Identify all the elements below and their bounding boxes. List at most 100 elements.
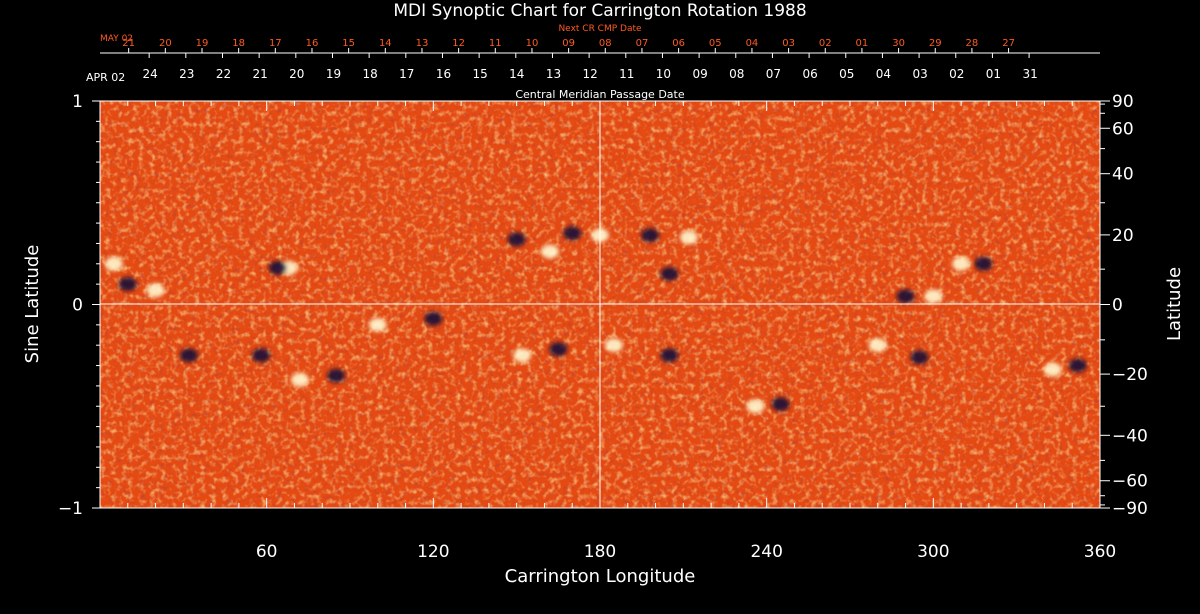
cmp-date-label: 15 bbox=[472, 67, 487, 81]
y-axis-left-label: Sine Latitude bbox=[22, 245, 43, 364]
positive-flux-region bbox=[368, 317, 387, 332]
positive-flux-region bbox=[104, 256, 123, 271]
y-axis-left: 1 0 −1 bbox=[58, 92, 100, 519]
negative-flux-region bbox=[179, 348, 198, 363]
cmp-date-label: 10 bbox=[656, 67, 671, 81]
cmp-date-label: 04 bbox=[876, 67, 891, 81]
positive-flux-region bbox=[746, 399, 765, 414]
x-tick-label: 240 bbox=[750, 542, 782, 562]
negative-flux-region bbox=[641, 228, 659, 243]
next-cr-date-label: 09 bbox=[562, 38, 575, 49]
next-cr-date-label: 02 bbox=[819, 38, 832, 49]
positive-flux-region bbox=[952, 256, 971, 271]
positive-flux-region bbox=[679, 230, 698, 245]
negative-flux-region bbox=[771, 397, 790, 412]
top-axis-title: Central Meridian Passage Date bbox=[515, 88, 684, 101]
cmp-date-label: 14 bbox=[509, 67, 524, 81]
cmp-date-label: 06 bbox=[802, 67, 817, 81]
positive-flux-region bbox=[146, 283, 165, 298]
next-cr-date-label: 08 bbox=[599, 38, 612, 49]
y-right-tick-label: 40 bbox=[1112, 165, 1134, 185]
negative-flux-region bbox=[910, 350, 929, 365]
next-cr-date-label: 04 bbox=[746, 38, 759, 49]
x-tick-label: 300 bbox=[917, 542, 949, 562]
x-tick-label: 180 bbox=[584, 542, 616, 562]
y-right-tick-label: 0 bbox=[1112, 296, 1123, 316]
x-axis-label: Carrington Longitude bbox=[505, 566, 696, 587]
next-cr-date-label: 20 bbox=[159, 38, 172, 49]
negative-flux-region bbox=[424, 311, 443, 326]
cmp-ticks: 24 23 22 21 20 19 18 17 16 15 14 13 12 11 10 09 08 07 06 05… bbox=[143, 53, 1038, 81]
y-right-tick-label: −90 bbox=[1112, 499, 1148, 519]
next-cr-date-label: 11 bbox=[489, 38, 502, 49]
cmp-date-label: 05 bbox=[839, 67, 854, 81]
next-cr-date-label: 10 bbox=[526, 38, 539, 49]
next-cr-date-label: 21 bbox=[122, 38, 135, 49]
positive-flux-region bbox=[541, 244, 559, 259]
positive-flux-region bbox=[604, 338, 623, 353]
y-right-tick-label: 90 bbox=[1112, 92, 1134, 112]
negative-flux-region bbox=[118, 277, 137, 292]
next-cr-date-label: 15 bbox=[342, 38, 355, 49]
x-tick-label: 60 bbox=[256, 542, 278, 562]
y-axis-right: 90 60 40 20 0 −20 −40 −60 −90 bbox=[1100, 92, 1148, 519]
cmp-date-label: 31 bbox=[1022, 67, 1037, 81]
y-left-tick-label: 0 bbox=[72, 296, 83, 316]
negative-flux-region bbox=[563, 226, 582, 241]
cmp-date-label: 07 bbox=[766, 67, 781, 81]
negative-flux-region bbox=[896, 289, 915, 304]
y-right-tick-label: −20 bbox=[1112, 365, 1148, 385]
next-cr-month-label: MAY 02 bbox=[100, 34, 133, 44]
cmp-date-label: 08 bbox=[729, 67, 744, 81]
cmp-date-label: 17 bbox=[399, 67, 414, 81]
next-cr-date-label: 27 bbox=[1002, 38, 1015, 49]
magnetogram-map bbox=[100, 101, 1100, 508]
cmp-date-label: 22 bbox=[216, 67, 231, 81]
next-cr-date-label: 07 bbox=[636, 38, 649, 49]
next-cr-date-label: 18 bbox=[232, 38, 245, 49]
y-right-tick-label: 60 bbox=[1112, 119, 1134, 139]
positive-flux-region bbox=[924, 289, 943, 304]
chart-title: MDI Synoptic Chart for Carrington Rotati… bbox=[393, 1, 806, 21]
cmp-date-label: 16 bbox=[436, 67, 451, 81]
negative-flux-region bbox=[660, 348, 679, 363]
active-regions bbox=[104, 226, 1087, 414]
negative-flux-region bbox=[507, 232, 526, 247]
positive-flux-region bbox=[1043, 362, 1062, 377]
cmp-date-label: 13 bbox=[546, 67, 561, 81]
next-cr-ticks: 21 20 19 18 17 16 15 14 13 12 11 10 09 08 07 06 05 04 03 02… bbox=[122, 38, 1015, 53]
negative-flux-region bbox=[974, 256, 993, 271]
y-right-tick-label: −40 bbox=[1112, 426, 1148, 446]
cmp-date-label: 11 bbox=[619, 67, 634, 81]
cmp-date-label: 23 bbox=[179, 67, 194, 81]
next-cr-date-label: 19 bbox=[196, 38, 209, 49]
next-cr-date-label: 12 bbox=[452, 38, 465, 49]
negative-flux-region bbox=[549, 342, 568, 357]
cmp-date-label: 21 bbox=[253, 67, 268, 81]
next-cr-date-label: 29 bbox=[929, 38, 942, 49]
cmp-date-label: 09 bbox=[692, 67, 707, 81]
next-cr-date-label: 30 bbox=[892, 38, 905, 49]
next-cr-date-label: 05 bbox=[709, 38, 722, 49]
negative-flux-region bbox=[252, 348, 271, 363]
x-axis: 60 120 180 240 300 360 bbox=[99, 101, 1116, 562]
next-cr-axis-title: Next CR CMP Date bbox=[558, 24, 642, 34]
negative-flux-region bbox=[327, 368, 346, 383]
positive-flux-region bbox=[868, 338, 887, 353]
cmp-month-label: APR 02 bbox=[86, 71, 125, 84]
next-cr-date-label: 28 bbox=[966, 38, 979, 49]
next-cr-date-label: 14 bbox=[379, 38, 392, 49]
next-cr-date-label: 06 bbox=[672, 38, 685, 49]
y-left-tick-label: 1 bbox=[72, 92, 83, 112]
next-cr-date-label: 13 bbox=[416, 38, 429, 49]
next-cr-date-label: 01 bbox=[856, 38, 869, 49]
negative-flux-region bbox=[1068, 358, 1087, 373]
next-cr-date-label: 17 bbox=[269, 38, 282, 49]
cmp-date-label: 18 bbox=[363, 67, 378, 81]
negative-flux-region bbox=[268, 260, 287, 275]
next-cr-date-label: 16 bbox=[306, 38, 319, 49]
positive-flux-region bbox=[291, 372, 309, 387]
y-axis-right-label: Latitude bbox=[1164, 267, 1185, 341]
y-right-tick-label: −60 bbox=[1112, 472, 1148, 492]
